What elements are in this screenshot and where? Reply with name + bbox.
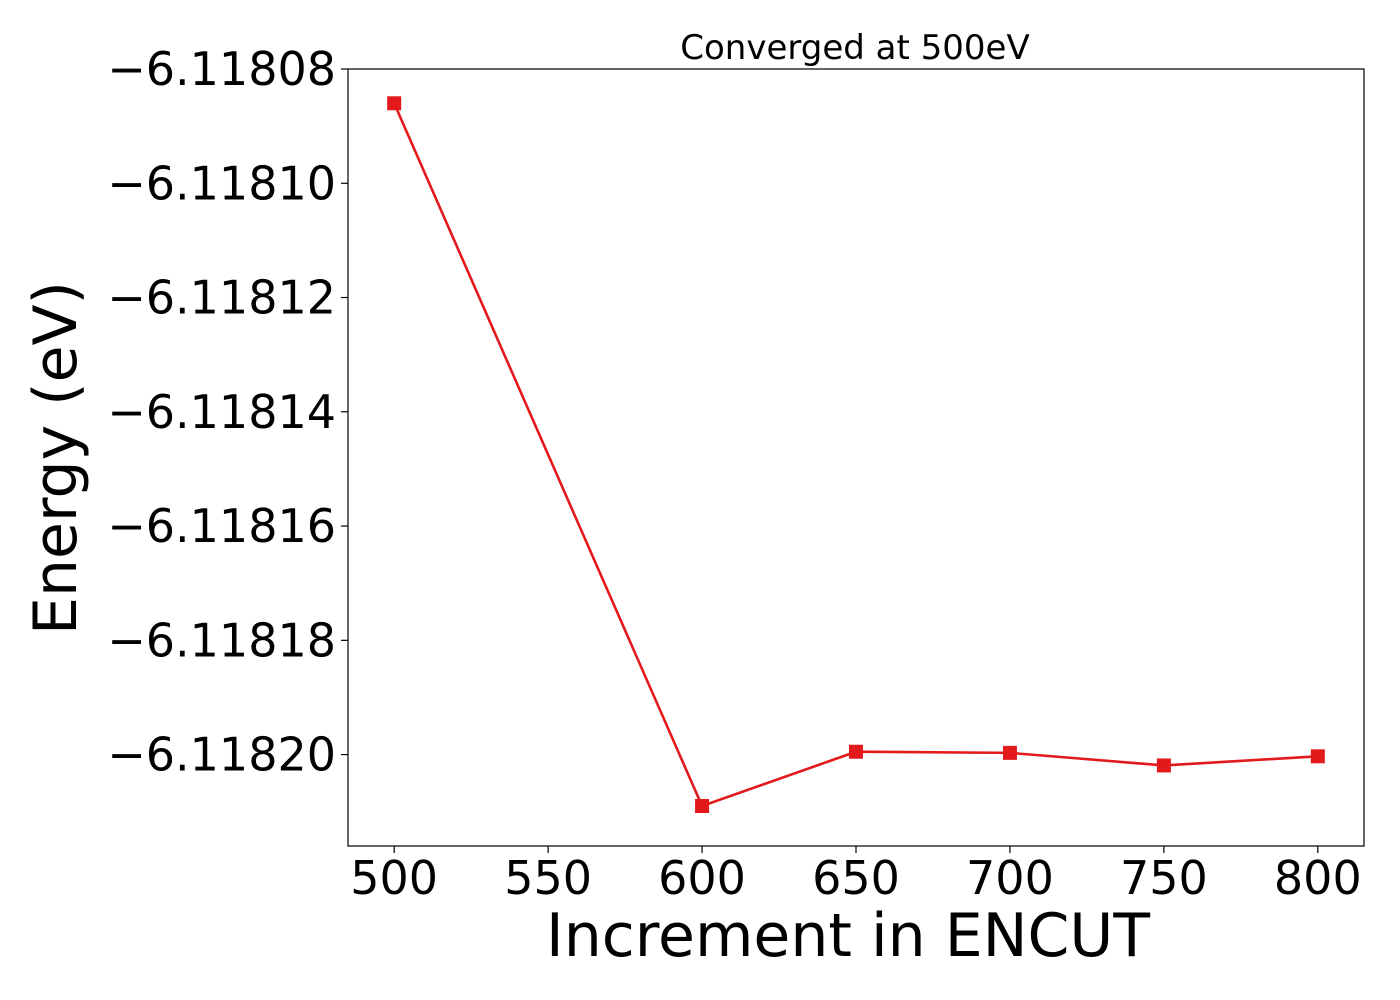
y-tick-label: −6.11808 (107, 42, 336, 96)
chart-title: Converged at 500eV (680, 28, 1029, 68)
x-tick-label: 650 (812, 851, 900, 905)
data-point-marker (387, 96, 402, 111)
x-tick-label: 700 (966, 851, 1054, 905)
y-tick-label: −6.11810 (107, 156, 336, 210)
y-axis-label: Energy (eV) (21, 281, 91, 635)
data-point-marker (849, 744, 863, 759)
series-layer (387, 96, 1325, 814)
y-tick-label: −6.11812 (107, 271, 336, 325)
data-point-marker (1002, 745, 1017, 760)
y-tick-label: −6.11814 (107, 385, 336, 439)
x-axis-ticks: 500 550 600 650 700 750 800 (350, 846, 1362, 905)
y-tick-label: −6.11818 (107, 613, 336, 667)
x-tick-label: 800 (1274, 851, 1362, 905)
data-point-marker (1310, 749, 1325, 764)
x-tick-label: 600 (658, 851, 746, 905)
series-line (392, 102, 1318, 808)
x-tick-label: 500 (350, 851, 438, 905)
y-tick-label: −6.11820 (107, 728, 336, 782)
data-point-marker (1156, 758, 1171, 773)
y-axis-ticks: −6.11808 −6.11810 −6.11812 −6.11814 −6.11816… (107, 42, 348, 782)
y-tick-label: −6.11816 (107, 499, 336, 553)
x-tick-label: 550 (504, 851, 592, 905)
x-axis-label: Increment in ENCUT (546, 901, 1150, 971)
x-tick-label: 750 (1120, 851, 1208, 905)
data-point-marker (695, 799, 710, 814)
plot-area-frame (347, 68, 1365, 847)
